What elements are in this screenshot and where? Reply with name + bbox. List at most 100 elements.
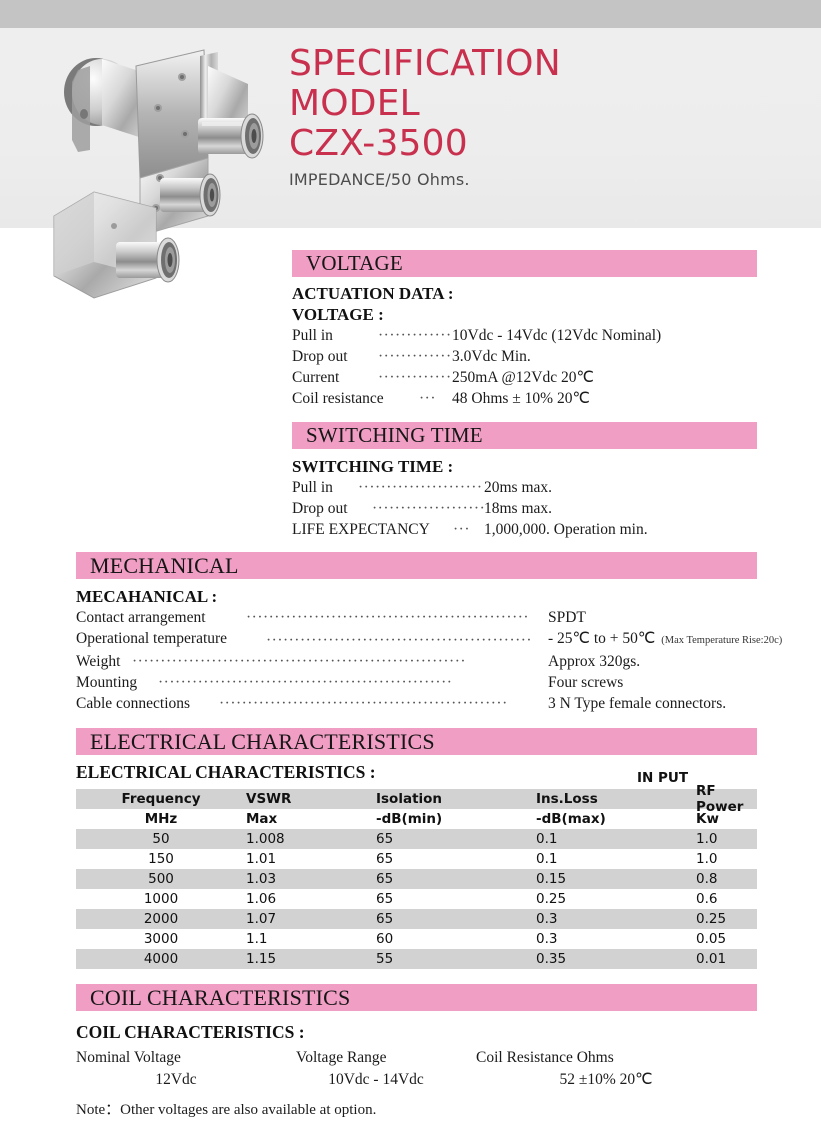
cell-rf-power: 0.01	[696, 951, 727, 967]
table-unit-insloss: -dB(max)	[536, 811, 606, 827]
table-row: 50 1.008 65 0.1 1.0	[76, 829, 757, 849]
table-header-row: Frequency VSWR Isolation Ins.Loss RF Pow…	[76, 783, 757, 815]
section-bar-electrical: ELECTRICAL CHARACTERISTICS	[76, 728, 757, 755]
leader-dots-icon: ········································…	[246, 609, 530, 626]
cell-insloss: 0.3	[536, 931, 558, 947]
coil-value-voltage-range: 10Vdc - 14Vdc	[328, 1071, 424, 1088]
cell-isolation: 65	[376, 911, 394, 927]
coil-col-resistance: Coil Resistance Ohms	[476, 1049, 614, 1066]
leader-dots-icon: ········································…	[219, 695, 508, 712]
table-col-rf-power: RF Power	[696, 783, 744, 815]
table-group-header-input: IN PUT	[637, 770, 689, 786]
cell-insloss: 0.1	[536, 851, 558, 867]
leader-dots-icon: ····················	[378, 369, 452, 386]
coil-value-resistance: 52 ±10% 20℃	[559, 1071, 653, 1088]
table-unit-frequency: MHz	[144, 811, 178, 827]
coil-col-nominal-voltage: Nominal Voltage	[76, 1049, 181, 1066]
leader-dots-icon: ········································…	[266, 632, 533, 649]
cell-frequency: 1000	[143, 891, 179, 907]
cell-isolation: 55	[376, 951, 394, 967]
hero-title-block: SPECIFICATION MODEL CZX-3500 IMPEDANCE/5…	[289, 44, 759, 190]
switching-content: SWITCHING TIME : Pull in ················…	[292, 456, 762, 540]
table-unit-vswr: Max	[246, 811, 278, 827]
section-bar-switching-time-label: SWITCHING TIME	[306, 423, 483, 447]
voltage-content: ACTUATION DATA : VOLTAGE : Pull in ······…	[292, 283, 762, 409]
voltage-row-drop-out-value: 3.0Vdc Min.	[452, 348, 531, 365]
mechanical-row-weight-label: Weight	[76, 653, 121, 670]
table-units-row: MHz Max -dB(min) -dB(max) Kw	[76, 809, 757, 829]
cell-vswr: 1.01	[246, 851, 277, 867]
n-type-connector-lower	[116, 237, 180, 283]
table-col-frequency: Frequency	[121, 791, 201, 807]
switching-row-life-expectancy-label: LIFE EXPECTANCY	[292, 521, 430, 538]
switching-row-drop-out-label: Drop out	[292, 500, 348, 517]
product-photo-rf-relay-switch	[32, 30, 282, 330]
switching-row-drop-out: Drop out ·························18ms ma…	[292, 498, 762, 519]
switching-row-pull-in: Pull in ·····························20ms…	[292, 477, 762, 498]
cell-rf-power: 1.0	[696, 831, 718, 847]
voltage-row-current: Current ····················250mA @12Vdc …	[292, 367, 762, 388]
mechanical-row-operational-temperature-label: Operational temperature	[76, 630, 228, 647]
mechanical-row-contact-arrangement-value: SPDT	[548, 609, 586, 626]
cell-insloss: 0.35	[536, 951, 567, 967]
voltage-row-pull-in-value: 10Vdc - 14Vdc (12Vdc Nominal)	[452, 327, 662, 344]
mechanical-row-cable-connections-label: Cable connections	[76, 695, 191, 712]
coil-value-nominal-voltage: 12Vdc	[155, 1071, 197, 1088]
coil-value-row: 12Vdc 10Vdc - 14Vdc 52 ±10% 20℃	[76, 1069, 757, 1091]
voltage-heading-actuation: ACTUATION DATA :	[292, 284, 454, 303]
cell-rf-power: 0.6	[696, 891, 718, 907]
coil-header-row: Nominal Voltage Voltage Range Coil Resis…	[76, 1047, 757, 1069]
leader-dots-icon: ··············	[378, 348, 452, 365]
switching-row-life-expectancy: LIFE EXPECTANCY ··· 1,000,000. Operation m…	[292, 519, 762, 540]
section-bar-mechanical: MECHANICAL	[76, 552, 757, 579]
leader-dots-icon: ········································…	[158, 674, 453, 691]
page-title-line2: MODEL	[289, 83, 420, 124]
mechanical-row-weight: Weight ··································…	[76, 651, 766, 672]
cell-insloss: 0.1	[536, 831, 558, 847]
switching-row-pull-in-label: Pull in	[292, 479, 333, 496]
section-bar-voltage: VOLTAGE	[292, 250, 757, 277]
table-row: 3000 1.1 60 0.3 0.05	[76, 929, 757, 949]
section-bar-switching-time: SWITCHING TIME	[292, 422, 757, 449]
cell-vswr: 1.07	[246, 911, 277, 927]
section-bar-electrical-label: ELECTRICAL CHARACTERISTICS	[90, 729, 435, 754]
cell-rf-power: 1.0	[696, 851, 718, 867]
switching-row-pull-in-value: 20ms max.	[484, 479, 553, 496]
cell-frequency: 150	[148, 851, 174, 867]
coil-col-voltage-range: Voltage Range	[296, 1049, 387, 1066]
cell-isolation: 65	[376, 831, 394, 847]
cell-isolation: 65	[376, 871, 394, 887]
top-grey-band	[0, 0, 821, 28]
mechanical-row-weight-value: Approx 320gs.	[548, 653, 641, 670]
table-unit-rf-power: Kw	[696, 811, 719, 827]
cell-frequency: 50	[152, 831, 170, 847]
mechanical-row-cable-connections: Cable connections ·······················…	[76, 693, 766, 714]
cell-insloss: 0.3	[536, 911, 558, 927]
table-unit-isolation: -dB(min)	[376, 811, 443, 827]
page-subtitle-impedance: IMPEDANCE/50 Ohms.	[289, 170, 470, 189]
cell-rf-power: 0.25	[696, 911, 727, 927]
mechanical-heading: MECAHANICAL :	[76, 587, 218, 606]
cell-rf-power: 0.8	[696, 871, 718, 887]
cell-isolation: 60	[376, 931, 394, 947]
coil-option-note: Note：Other voltages are also available a…	[76, 1102, 377, 1118]
mechanical-row-mounting: Mounting ································…	[76, 672, 766, 693]
switching-heading: SWITCHING TIME :	[292, 457, 454, 476]
page-title-model: CZX-3500	[289, 123, 468, 164]
table-col-isolation: Isolation	[376, 791, 443, 807]
voltage-row-drop-out-label: Drop out	[292, 348, 348, 365]
cell-vswr: 1.06	[246, 891, 277, 907]
leader-dots-icon: ·························	[372, 500, 484, 517]
voltage-row-pull-in-label: Pull in	[292, 327, 333, 344]
cell-isolation: 65	[376, 891, 394, 907]
table-col-insloss: Ins.Loss	[536, 791, 598, 807]
mechanical-temperature-rise-note: (Max Temperature Rise:20c)	[661, 635, 783, 646]
mechanical-row-operational-temperature: Operational temperature ·················…	[76, 628, 782, 651]
mechanical-row-cable-connections-value: 3 N Type female connectors.	[548, 695, 727, 712]
voltage-row-pull-in: Pull in ··················10Vdc - 14Vdc (…	[292, 325, 762, 346]
cell-frequency: 2000	[143, 911, 179, 927]
switching-row-life-expectancy-value: 1,000,000. Operation min.	[484, 521, 648, 538]
cell-frequency: 500	[148, 871, 174, 887]
table-row: 150 1.01 65 0.1 1.0	[76, 849, 757, 869]
